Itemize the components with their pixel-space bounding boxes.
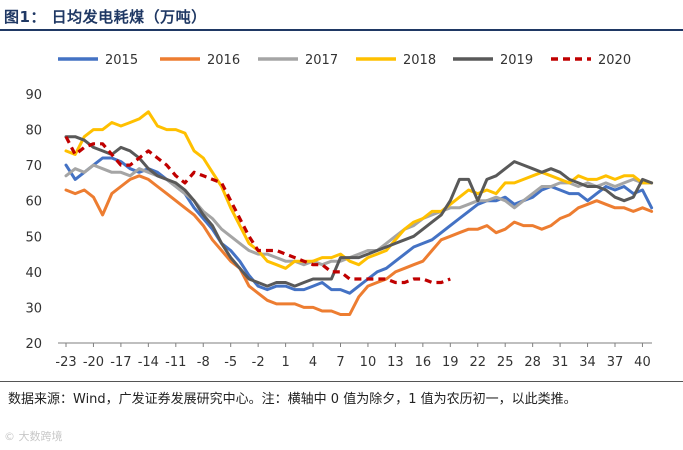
y-tick-label: 50 — [25, 230, 42, 245]
series-line-2018 — [64, 110, 654, 270]
x-tick-label: 16 — [415, 355, 432, 370]
x-tick-label: 25 — [497, 355, 514, 370]
x-tick-label: -17 — [110, 355, 131, 370]
x-tick-label: -5 — [224, 355, 237, 370]
figure-title: 图1： 日均发电耗煤（万吨） — [4, 8, 207, 26]
legend: 2015 2016 2017 2018 2019 2020 — [58, 53, 631, 68]
y-tick-label: 30 — [25, 301, 42, 316]
x-tick-label: 7 — [336, 355, 344, 370]
series-line-2019 — [64, 135, 654, 288]
title-rule — [0, 29, 683, 31]
legend-label-2019: 2019 — [500, 53, 533, 68]
source-note: 数据来源：Wind，广发证券发展研究中心。注：横轴中 0 值为除夕，1 值为农历… — [8, 392, 577, 407]
series-line-2016 — [64, 174, 654, 316]
y-tick-label: 20 — [25, 337, 42, 352]
line-chart: 2015 2016 2017 2018 2019 2020 20 30 40 50 60 70 80 9… — [25, 53, 654, 370]
x-tick-label: 40 — [634, 355, 651, 370]
x-tick-label: 19 — [442, 355, 459, 370]
x-tick-label: 22 — [469, 355, 486, 370]
watermark: © 大数跨境 — [4, 430, 63, 443]
x-tick-label: 4 — [309, 355, 317, 370]
x-tick-label: 1 — [281, 355, 289, 370]
x-tick-label: -23 — [55, 355, 76, 370]
y-tick-label: 60 — [25, 195, 42, 210]
legend-label-2020: 2020 — [598, 53, 631, 68]
x-axis: -23 -20 -17 -14 -11 -8 -5 -2 1 4 7 10 13 16 19 22 25 28 31… — [55, 342, 652, 370]
x-tick-label: 10 — [360, 355, 377, 370]
y-tick-label: 70 — [25, 159, 42, 174]
series-line-2015 — [64, 156, 654, 295]
x-tick-label: 37 — [607, 355, 624, 370]
plot-area — [64, 110, 654, 316]
y-tick-label: 40 — [25, 266, 42, 281]
series-line-2020 — [64, 135, 451, 285]
legend-label-2018: 2018 — [403, 53, 436, 68]
legend-label-2016: 2016 — [207, 53, 240, 68]
legend-label-2015: 2015 — [105, 53, 138, 68]
x-tick-label: -2 — [252, 355, 265, 370]
x-tick-label: -8 — [197, 355, 210, 370]
y-axis: 20 30 40 50 60 70 80 90 — [25, 88, 42, 352]
x-tick-label: -20 — [83, 355, 104, 370]
y-tick-label: 90 — [25, 88, 42, 103]
x-tick-label: 28 — [524, 355, 541, 370]
x-tick-label: 34 — [579, 355, 596, 370]
x-tick-label: 31 — [552, 355, 569, 370]
legend-label-2017: 2017 — [305, 53, 338, 68]
note-rule — [0, 381, 683, 382]
y-tick-label: 80 — [25, 124, 42, 139]
x-tick-label: 13 — [387, 355, 404, 370]
x-tick-label: -14 — [138, 355, 159, 370]
x-tick-label: -11 — [165, 355, 186, 370]
